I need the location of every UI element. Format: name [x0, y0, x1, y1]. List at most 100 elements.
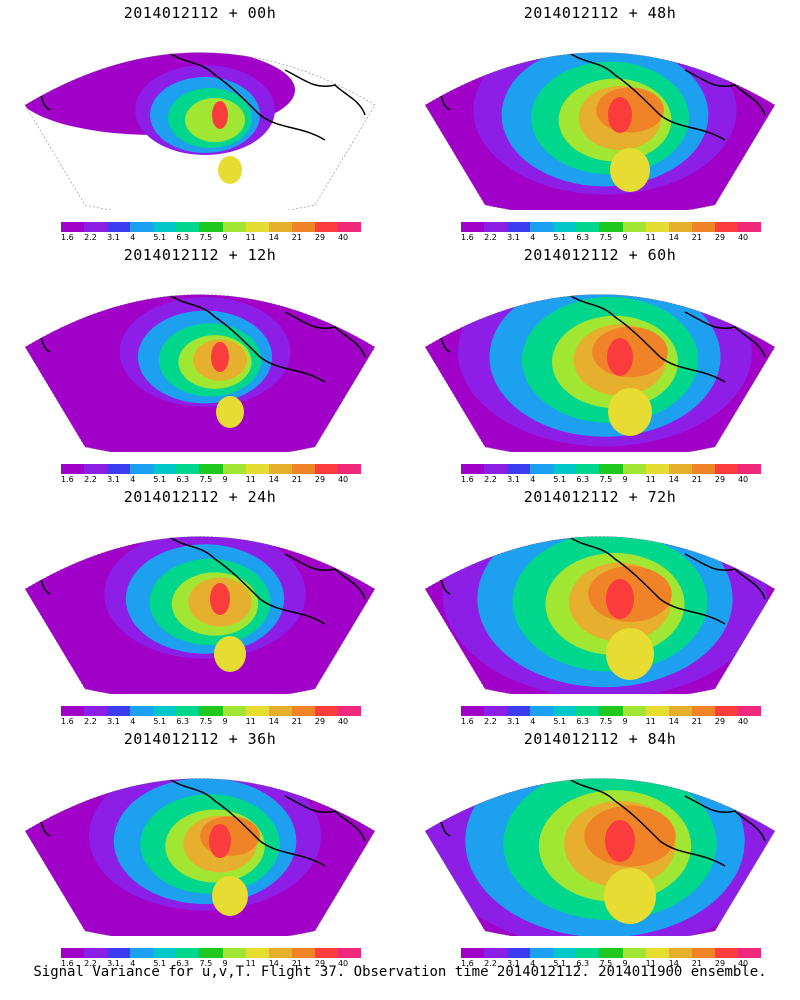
- colorbar-swatch: [222, 222, 246, 232]
- colorbar-swatch: [176, 706, 200, 716]
- colorbar-label: 5.1: [553, 233, 567, 242]
- colorbar-label: 11: [245, 233, 256, 242]
- colorbar-swatch: [130, 222, 154, 232]
- colorbar-swatch: [645, 222, 669, 232]
- colorbar-swatch: [553, 706, 577, 716]
- colorbar-swatch: [645, 706, 669, 716]
- colorbar-label: 29: [314, 959, 326, 968]
- colorbar-swatch: [107, 948, 131, 958]
- colorbar-swatch: [576, 948, 600, 958]
- colorbar-swatch: [84, 464, 108, 474]
- colorbar-label: 1.6: [461, 717, 474, 726]
- map-panel: 2014012112 + 36h 1.6 2.2 3.1 4 5.1 6.3 7.5 9 11 14…: [0, 726, 400, 968]
- map-panel: 2014012112 + 24h 1.6 2.2 3.1 4 5.1 6.3 7.5 9 11 14…: [0, 484, 400, 726]
- colorbar-swatch: [153, 464, 177, 474]
- map-border: [24, 536, 376, 694]
- colorbar-label: 40: [337, 475, 349, 484]
- colorbar-label: 29: [714, 233, 726, 242]
- field-core: [209, 824, 231, 858]
- colorbar-swatch: [737, 222, 762, 232]
- colorbar-label: 4: [130, 717, 136, 726]
- colorbar-label: 4: [530, 959, 536, 968]
- colorbar-label: 21: [291, 475, 302, 484]
- colorbar-swatch: [291, 222, 315, 232]
- colorbar-label: 29: [714, 959, 726, 968]
- colorbar-label: 2.2: [84, 717, 97, 726]
- field-blob: [604, 868, 656, 924]
- colorbar-label: 1.6: [61, 233, 74, 242]
- colorbar-swatch: [61, 464, 85, 474]
- colorbar-swatch: [645, 464, 669, 474]
- colorbar-labels: 1.6 2.2 3.1 4 5.1 6.3 7.5 9 11 14 21 29 40: [61, 233, 361, 242]
- colorbar-label: 3.1: [507, 475, 520, 484]
- colorbar-label: 6.3: [576, 475, 590, 484]
- colorbar-swatch: [576, 222, 600, 232]
- colorbar-label: 5.1: [553, 475, 567, 484]
- colorbar-label: 5.1: [153, 959, 167, 968]
- colorbar-swatch: [461, 948, 485, 958]
- colorbar-swatch: [84, 948, 108, 958]
- colorbar-swatch: [691, 222, 715, 232]
- colorbar-swatch: [484, 464, 508, 474]
- colorbar-label: 14: [268, 959, 279, 968]
- colorbar-label: 3.1: [507, 959, 520, 968]
- colorbar-label: 3.1: [507, 233, 520, 242]
- colorbar-swatch: [107, 464, 131, 474]
- colorbar-label: 21: [291, 959, 302, 968]
- panel-title: 2014012112 + 72h: [523, 488, 677, 506]
- colorbar-label: 3.1: [107, 233, 120, 242]
- colorbar-swatch: [599, 948, 623, 958]
- colorbar-swatch: [622, 706, 646, 716]
- variance-map: [424, 294, 776, 452]
- coastline: [564, 778, 726, 867]
- colorbar-swatch: [530, 948, 554, 958]
- colorbar-swatch: [268, 706, 292, 716]
- map-panel: 2014012112 + 48h 1.6 2.2 3.1 4 5.1 6.3 7.5 9 11 14…: [400, 0, 800, 242]
- colorbar-label: 1.6: [61, 717, 74, 726]
- colorbar-label: 5.1: [553, 717, 567, 726]
- colorbar: [61, 222, 362, 234]
- field-core: [608, 97, 632, 133]
- colorbar-labels: 1.6 2.2 3.1 4 5.1 6.3 7.5 9 11 14 21 29 40: [61, 717, 361, 726]
- colorbar-label: 40: [737, 717, 749, 726]
- colorbar-label: 14: [268, 233, 279, 242]
- colorbar-swatch: [268, 464, 292, 474]
- colorbar-label: 5.1: [153, 717, 167, 726]
- colorbar-swatch: [553, 222, 577, 232]
- colorbar-swatch: [245, 222, 269, 232]
- colorbar-label: 14: [268, 717, 279, 726]
- colorbar-label: 11: [645, 475, 656, 484]
- colorbar-label: 7.5: [599, 959, 613, 968]
- field-core: [605, 820, 635, 862]
- colorbar-swatch: [291, 706, 315, 716]
- colorbar-label: 11: [245, 475, 256, 484]
- colorbar-swatch: [245, 948, 269, 958]
- colorbar-swatch: [691, 706, 715, 716]
- variance-map: [424, 52, 776, 210]
- colorbar-label: 14: [268, 475, 279, 484]
- map-panel: 2014012112 + 60h 1.6 2.2 3.1 4 5.1 6.3 7.5 9 11 14…: [400, 242, 800, 484]
- colorbar-label: 4: [530, 475, 536, 484]
- colorbar-label: 11: [645, 717, 656, 726]
- colorbar-swatch: [484, 222, 508, 232]
- colorbar-label: 9: [222, 233, 228, 242]
- colorbar-swatch: [291, 464, 315, 474]
- field-blob: [218, 156, 242, 184]
- colorbar-swatch: [153, 948, 177, 958]
- colorbar-label: 1.6: [461, 959, 474, 968]
- field-blob: [606, 628, 654, 680]
- colorbar-swatch: [622, 464, 646, 474]
- colorbar-swatch: [176, 948, 200, 958]
- field-core: [210, 583, 230, 615]
- map-panel: 2014012112 + 72h 1.6 2.2 3.1 4 5.1 6.3 7.5 9 11 14…: [400, 484, 800, 726]
- colorbar-label: 29: [314, 233, 326, 242]
- colorbar-swatch: [484, 706, 508, 716]
- colorbar-swatch: [668, 948, 692, 958]
- colorbar-swatch: [222, 706, 246, 716]
- colorbar-labels: 1.6 2.2 3.1 4 5.1 6.3 7.5 9 11 14 21 29 40: [461, 233, 761, 242]
- colorbar-label: 3.1: [507, 717, 520, 726]
- colorbar-swatch: [314, 222, 338, 232]
- map-panel: 2014012112 + 00h 1.6 2.2 3.1 4 5.1 6.3 7.5 9 11 14…: [0, 0, 400, 242]
- coastline: [164, 778, 326, 867]
- colorbar-label: 2.2: [84, 233, 97, 242]
